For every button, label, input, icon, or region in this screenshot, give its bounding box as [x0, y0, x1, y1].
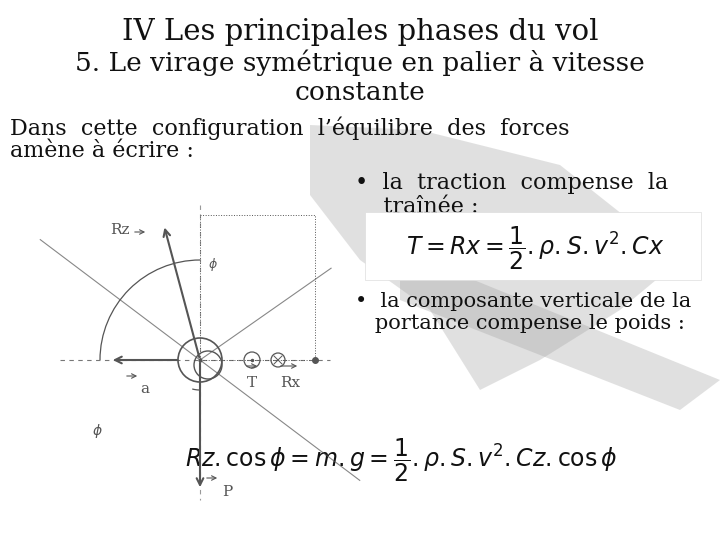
Text: Rz: Rz [110, 223, 130, 237]
Bar [200, 215, 315, 360]
Text: constante: constante [294, 80, 426, 105]
Text: 5. Le virage symétrique en palier à vitesse: 5. Le virage symétrique en palier à vite… [75, 50, 645, 77]
Text: Rx: Rx [280, 376, 300, 390]
Text: T: T [247, 376, 257, 390]
Text: $Rz.\cos\phi = m.g = \dfrac{1}{2}.\rho.S.v^2.Cz.\cos\phi$: $Rz.\cos\phi = m.g = \dfrac{1}{2}.\rho.S… [185, 436, 618, 484]
Text: $T = Rx = \dfrac{1}{2}.\rho.S.v^2.Cx$: $T = Rx = \dfrac{1}{2}.\rho.S.v^2.Cx$ [406, 224, 664, 272]
Text: a: a [140, 382, 149, 396]
Text: •  la  traction  compense  la: • la traction compense la [355, 172, 668, 194]
Text: amène à écrire :: amène à écrire : [10, 140, 194, 162]
Text: IV Les principales phases du vol: IV Les principales phases du vol [122, 18, 598, 46]
Text: $\phi$: $\phi$ [208, 256, 218, 273]
Text: Dans  cette  configuration  l’équilibre  des  forces: Dans cette configuration l’équilibre des… [10, 116, 570, 139]
Text: traînée :: traînée : [355, 196, 479, 218]
Text: P: P [222, 485, 233, 499]
Polygon shape [310, 125, 680, 390]
Polygon shape [400, 250, 720, 410]
Text: •  la composante verticale de la: • la composante verticale de la [355, 292, 691, 311]
FancyBboxPatch shape [365, 212, 701, 280]
Text: $\phi$: $\phi$ [92, 422, 103, 440]
Text: portance compense le poids :: portance compense le poids : [355, 314, 685, 333]
